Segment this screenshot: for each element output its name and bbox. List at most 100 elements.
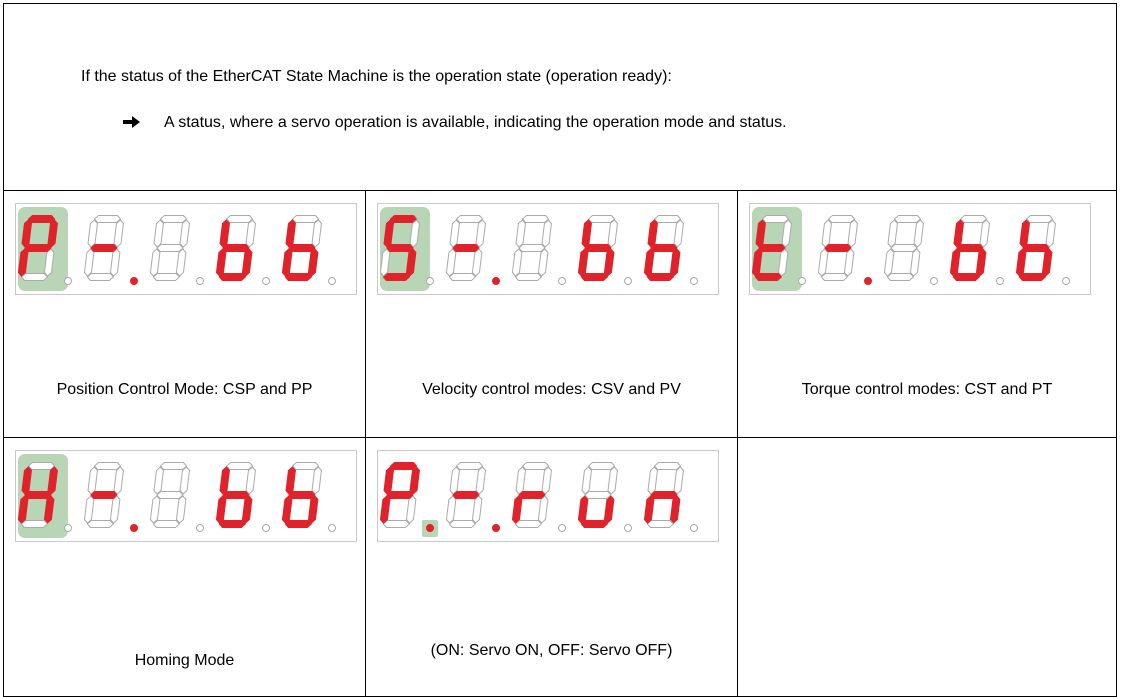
- segment: [827, 215, 856, 223]
- segment: [17, 495, 29, 524]
- segment: [647, 466, 658, 495]
- segment: [281, 495, 293, 524]
- segment: [956, 244, 984, 252]
- segment: [215, 495, 227, 524]
- segment: [83, 495, 95, 524]
- segment: [382, 273, 411, 281]
- segment: [47, 219, 58, 248]
- decimal-point: [426, 277, 434, 285]
- segment: [409, 466, 420, 495]
- segment: [909, 248, 921, 277]
- digit: [379, 462, 420, 528]
- segment: [471, 495, 483, 524]
- segment: [389, 215, 418, 223]
- segment: [383, 466, 394, 495]
- segment: [445, 495, 457, 524]
- segment: [175, 248, 187, 277]
- caption: Homing Mode: [134, 652, 235, 669]
- segment: [156, 244, 184, 252]
- digit: [511, 462, 552, 528]
- segment: [452, 491, 480, 499]
- seven-segment-display: [377, 203, 719, 295]
- segment: [761, 215, 790, 223]
- segment: [109, 495, 121, 524]
- decimal-point: [930, 277, 938, 285]
- segment: [587, 215, 616, 223]
- decimal-point: [558, 524, 566, 532]
- segment: [86, 273, 115, 281]
- segment: [47, 466, 58, 495]
- segment: [643, 248, 655, 277]
- cell: Torque control modes: CST and PT: [737, 190, 1117, 438]
- segment: [43, 495, 55, 524]
- digit: [149, 215, 190, 281]
- segment: [113, 219, 124, 248]
- segment: [758, 244, 786, 252]
- segment: [225, 215, 254, 223]
- segment: [843, 248, 855, 277]
- segment: [311, 219, 322, 248]
- segment: [913, 219, 924, 248]
- segment: [86, 520, 115, 528]
- segment: [27, 462, 56, 470]
- segment: [241, 248, 253, 277]
- segment: [93, 462, 122, 470]
- segment: [455, 462, 484, 470]
- segment: [515, 466, 526, 495]
- digit: [445, 215, 486, 281]
- seven-segment-display: [15, 203, 357, 295]
- segment: [577, 495, 589, 524]
- segment: [581, 219, 592, 248]
- decimal-point: [196, 277, 204, 285]
- caption: Position Control Mode: CSP and PP: [56, 381, 313, 398]
- decimal-point: [690, 277, 698, 285]
- decimal-point: [624, 524, 632, 532]
- segment: [20, 273, 49, 281]
- segment: [225, 462, 254, 470]
- segment: [245, 219, 256, 248]
- segment: [219, 219, 230, 248]
- segment: [949, 248, 961, 277]
- digit: [281, 462, 322, 528]
- segment: [646, 273, 675, 281]
- segment: [821, 219, 832, 248]
- decimal-point: [328, 524, 336, 532]
- segment: [518, 491, 546, 499]
- digit: [643, 215, 684, 281]
- segment: [288, 244, 316, 252]
- digit: [577, 462, 618, 528]
- segment: [673, 466, 684, 495]
- segment: [777, 248, 789, 277]
- segment: [653, 215, 682, 223]
- digit: [83, 462, 124, 528]
- segment: [883, 248, 895, 277]
- segment: [405, 248, 417, 277]
- segment: [580, 520, 609, 528]
- segment: [515, 219, 526, 248]
- segment: [952, 273, 981, 281]
- segment: [541, 219, 552, 248]
- segment: [90, 491, 118, 499]
- segment: [159, 215, 188, 223]
- header-text: If the status of the EtherCAT State Mach…: [81, 68, 672, 85]
- digit: [215, 215, 256, 281]
- segment: [179, 466, 190, 495]
- segment: [1025, 215, 1054, 223]
- segment: [650, 244, 678, 252]
- segment: [511, 248, 523, 277]
- segment: [285, 466, 296, 495]
- segment: [817, 248, 829, 277]
- segment: [893, 215, 922, 223]
- digit: [83, 215, 124, 281]
- segment: [959, 215, 988, 223]
- decimal-point: [624, 277, 632, 285]
- segment: [241, 495, 253, 524]
- segment: [222, 244, 250, 252]
- segment: [584, 491, 612, 499]
- decimal-point: [64, 524, 72, 532]
- segment: [17, 248, 29, 277]
- segment: [284, 273, 313, 281]
- digit: [883, 215, 924, 281]
- segment: [21, 219, 32, 248]
- digit: [379, 215, 420, 281]
